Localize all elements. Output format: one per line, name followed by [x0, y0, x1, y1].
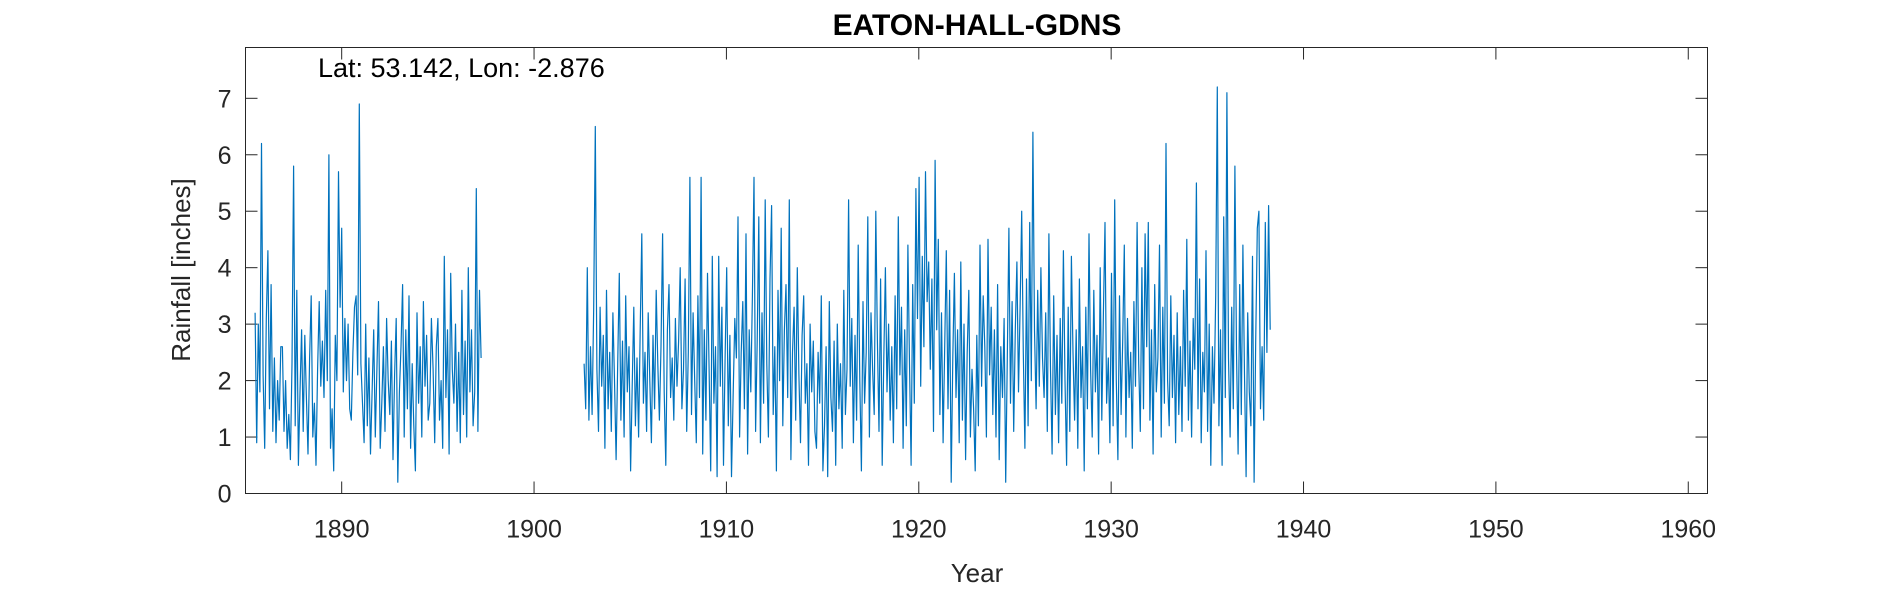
- x-tick-label: 1890: [314, 516, 370, 544]
- x-tick-label: 1960: [1660, 516, 1716, 544]
- y-tick-label: 2: [218, 368, 232, 396]
- x-tick-label: 1920: [891, 516, 947, 544]
- x-tick-label: 1940: [1276, 516, 1332, 544]
- x-tick-label: 1930: [1083, 516, 1139, 544]
- x-tick-label: 1950: [1468, 516, 1524, 544]
- x-axis: 1890 1900 1910 1920 1930 1940 1950 1960: [314, 47, 1716, 544]
- y-tick-label: 3: [218, 311, 232, 339]
- y-tick-label: 7: [218, 85, 232, 113]
- series-layer: [254, 86, 1271, 483]
- location-annotation: Lat: 53.142, Lon: -2.876: [318, 53, 605, 83]
- y-tick-label: 1: [218, 424, 232, 452]
- x-axis-label: Year: [951, 558, 1004, 588]
- x-tick-label: 1910: [699, 516, 755, 544]
- rainfall-series-line: [254, 103, 482, 483]
- y-tick-label: 5: [218, 198, 232, 226]
- y-tick-label: 0: [218, 481, 232, 509]
- y-axis: 0 1 2 3 4 5 6 7: [218, 85, 1708, 509]
- plot-frame: [245, 47, 1708, 494]
- x-tick-label: 1900: [506, 516, 562, 544]
- rainfall-series-line: [583, 86, 1271, 483]
- y-tick-label: 4: [218, 255, 232, 283]
- chart-title: EATON-HALL-GDNS: [833, 9, 1122, 42]
- y-tick-label: 6: [218, 142, 232, 170]
- y-axis-label: Rainfall [inches]: [166, 178, 196, 362]
